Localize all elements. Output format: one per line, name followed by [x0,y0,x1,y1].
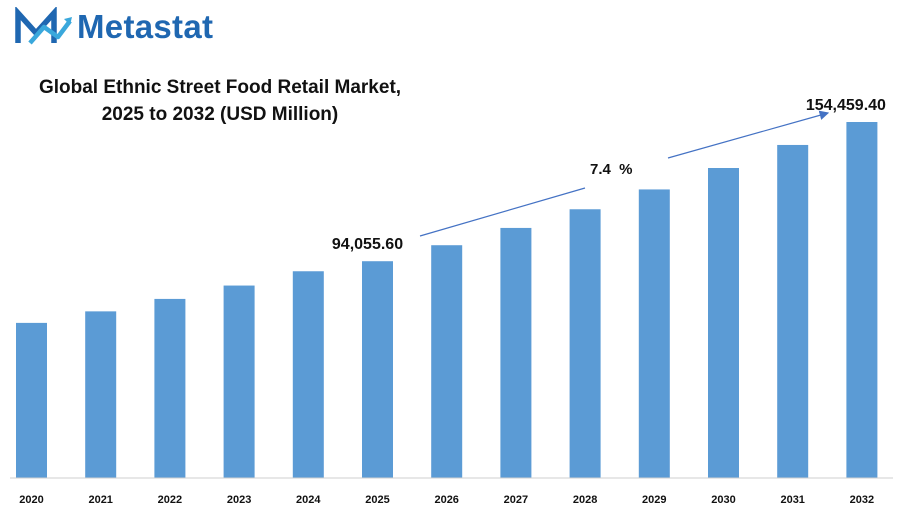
bar-2030 [708,168,739,478]
bars-group [16,122,878,478]
x-tick-label: 2021 [88,494,112,506]
bar-2021 [85,311,117,478]
chart-title: Global Ethnic Street Food Retail Market,… [20,74,420,128]
cagr-arrow-segment-1 [419,187,586,237]
bar-2020 [16,322,47,478]
bar-2031 [777,144,809,478]
data-label-2025: 94,055.60 [332,236,403,253]
data-labels: 94,055.60 154,459.40 [332,97,886,253]
bar-2028 [569,209,601,478]
bar-2029 [638,189,670,478]
x-tick-label: 2024 [296,494,321,506]
brand-logo: Metastat [14,6,213,48]
cagr-arrow-segment-2 [667,110,830,159]
metastat-m-logo-icon [15,7,72,45]
bar-2022 [154,298,186,478]
chart-title-line-1: Global Ethnic Street Food Retail Market, [38,77,402,98]
x-tick-labels: 2020 2021 2022 2023 2024 2025 2026 2027 2028 2029… [19,494,874,506]
cagr-label: 7.4 % [590,161,633,178]
x-tick-label: 2027 [504,494,528,506]
x-tick-label: 2031 [780,494,804,506]
bar-2024 [292,271,324,478]
x-tick-label: 2028 [573,494,597,506]
data-label-2032: 154,459.40 [806,97,886,114]
brand-name: Metastat [77,8,214,45]
x-tick-label: 2029 [642,494,666,506]
bar-2026 [431,245,463,478]
bar-2025 [362,261,393,478]
bar-2023 [223,285,255,478]
bar-2027 [500,227,532,478]
x-tick-label: 2023 [227,494,251,506]
x-tick-label: 2026 [434,494,458,506]
x-tick-label: 2020 [19,494,43,506]
bar-2032 [846,122,878,478]
x-tick-label: 2032 [850,494,874,506]
chart-title-line-2: 2025 to 2032 (USD Million) [101,104,339,125]
x-tick-label: 2030 [711,494,735,506]
x-tick-label: 2022 [158,494,182,506]
x-tick-label: 2025 [365,494,389,506]
